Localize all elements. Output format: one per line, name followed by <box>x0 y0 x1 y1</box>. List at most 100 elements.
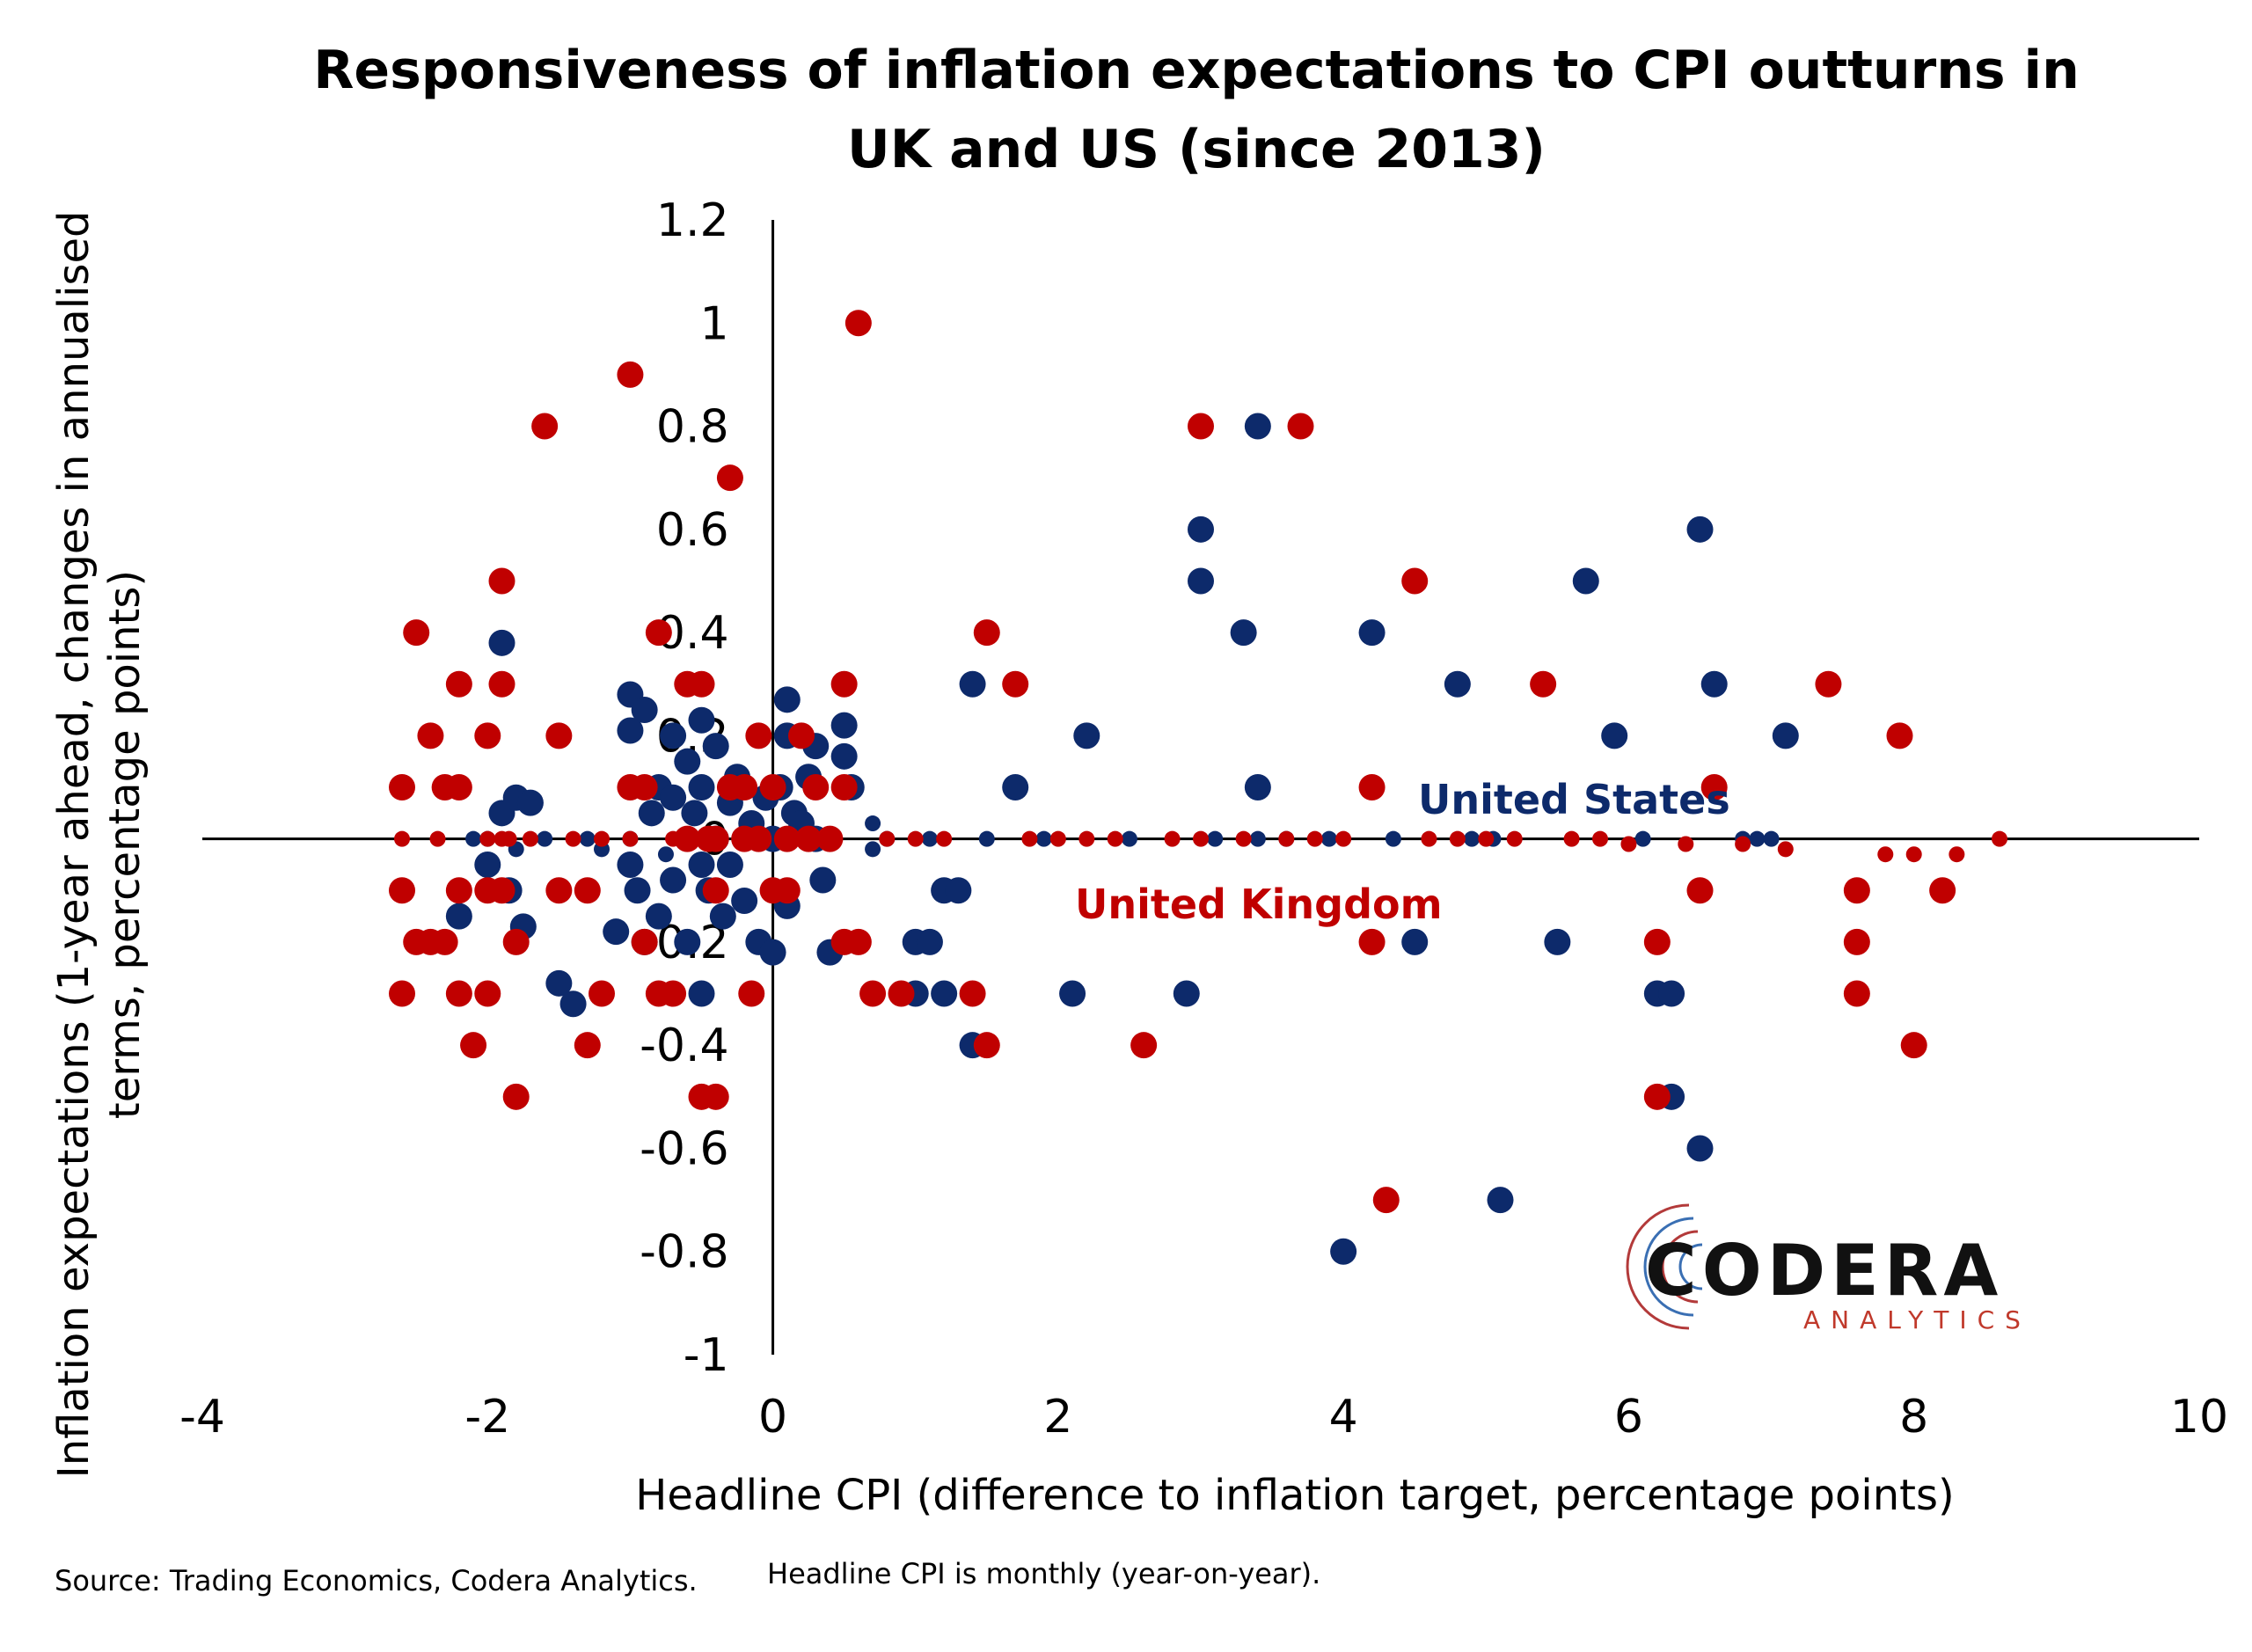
uk-data-point <box>1506 830 1523 847</box>
us-data-point <box>674 748 701 775</box>
uk-data-point <box>879 830 896 847</box>
us-data-point <box>645 903 672 930</box>
uk-data-point <box>1563 830 1580 847</box>
uk-data-point <box>716 464 743 492</box>
uk-data-point <box>1620 836 1637 852</box>
codera-logo: CODERA ANALYTICS <box>1626 1203 2031 1334</box>
uk-data-point <box>445 877 472 904</box>
us-data-point <box>631 697 658 724</box>
uk-data-point <box>574 1032 601 1059</box>
us-data-point <box>688 774 715 800</box>
us-data-point <box>1444 670 1471 698</box>
uk-data-point <box>773 877 801 904</box>
uk-data-point <box>1886 722 1913 749</box>
y-tick-label: 0.6 <box>656 504 729 557</box>
us-data-point <box>1686 515 1714 543</box>
logo-subtitle: ANALYTICS <box>1803 1305 2031 1334</box>
x-tick-label: -2 <box>464 1391 510 1444</box>
x-axis-label: Headline CPI (difference to inflation ta… <box>635 1471 1954 1520</box>
us-data-point <box>1244 774 1271 800</box>
uk-data-point <box>759 774 786 800</box>
us-data-point <box>545 969 573 997</box>
uk-data-point <box>631 774 658 800</box>
uk-data-point <box>1078 830 1095 847</box>
uk-data-point <box>531 413 559 440</box>
us-data-point <box>445 903 472 930</box>
uk-data-point <box>830 774 858 800</box>
uk-data-point <box>1188 413 1214 440</box>
uk-data-point <box>445 774 472 800</box>
us-data-point <box>674 928 701 955</box>
uk-data-point <box>1107 830 1123 847</box>
uk-data-point <box>1421 830 1437 847</box>
us-data-point <box>617 851 644 878</box>
uk-data-point <box>488 877 515 904</box>
uk-data-point <box>702 825 729 852</box>
us-data-point <box>773 686 801 713</box>
us-data-point <box>1244 413 1271 440</box>
x-tick-label: -4 <box>179 1391 225 1444</box>
us-data-point <box>830 742 858 770</box>
us-data-point <box>603 918 630 946</box>
uk-data-point <box>1401 567 1429 595</box>
us-data-point <box>1749 830 1766 847</box>
us-data-point <box>638 800 665 827</box>
uk-data-point <box>429 830 446 847</box>
uk-data-point <box>474 722 501 749</box>
us-data-point <box>474 851 501 878</box>
chart-title-line-2: UK and US (since 2013) <box>847 119 1546 180</box>
uk-data-point <box>502 928 530 955</box>
us-data-point <box>488 629 515 656</box>
uk-data-point <box>660 980 687 1007</box>
us-data-point <box>1073 722 1100 749</box>
uk-data-point <box>788 722 815 749</box>
uk-data-point <box>1686 877 1714 904</box>
uk-data-point <box>545 877 573 904</box>
us-data-point <box>681 800 708 827</box>
us-data-point <box>1207 830 1224 847</box>
uk-data-point <box>1130 1032 1158 1059</box>
x-tick-label: 6 <box>1614 1391 1643 1444</box>
us-data-point <box>1772 722 1799 749</box>
y-tick-label: 1 <box>699 297 728 350</box>
us-data-point <box>1385 830 1401 847</box>
us-data-point <box>702 733 729 760</box>
us-data-point <box>688 706 715 734</box>
uk-data-point <box>844 928 872 955</box>
uk-data-point <box>959 980 986 1007</box>
y-tick-label: 1.2 <box>656 194 729 247</box>
uk-data-point <box>417 722 444 749</box>
us-data-point <box>1358 619 1386 647</box>
uk-data-point <box>1843 877 1870 904</box>
us-data-point <box>537 830 553 847</box>
source-note-part-1: Source: Trading Economics, Codera Analyt… <box>55 1564 698 1597</box>
uk-data-point <box>1002 670 1029 698</box>
uk-data-point <box>1021 830 1038 847</box>
uk-data-point <box>1815 670 1842 698</box>
uk-data-point <box>574 877 601 904</box>
y-axis-label-line-1: Inflation expectations (1-year ahead, ch… <box>49 211 99 1479</box>
us-data-point <box>559 990 587 1018</box>
us-data-point <box>624 877 651 904</box>
us-data-point <box>1121 830 1137 847</box>
us-data-point <box>465 830 482 847</box>
uk-data-point <box>502 1083 530 1110</box>
us-data-point <box>1401 928 1429 955</box>
uk-data-point <box>479 830 496 847</box>
uk-data-point <box>1193 830 1209 847</box>
uk-data-point <box>501 830 517 847</box>
uk-data-point <box>1900 1032 1927 1059</box>
uk-data-point <box>1643 1083 1671 1110</box>
uk-data-point <box>1530 670 1557 698</box>
us-data-point <box>579 830 596 847</box>
chart-title-line-1: Responsiveness of inflation expectations… <box>313 40 2080 101</box>
logo-arc-icon <box>1626 1203 1703 1330</box>
uk-data-point <box>973 1032 1000 1059</box>
us-data-point <box>1487 1187 1514 1214</box>
uk-data-point <box>617 361 644 388</box>
us-data-point <box>1763 830 1780 847</box>
uk-data-point <box>773 825 801 852</box>
uk-data-point <box>702 1083 729 1110</box>
uk-data-point <box>403 619 430 647</box>
uk-data-point <box>1049 830 1066 847</box>
